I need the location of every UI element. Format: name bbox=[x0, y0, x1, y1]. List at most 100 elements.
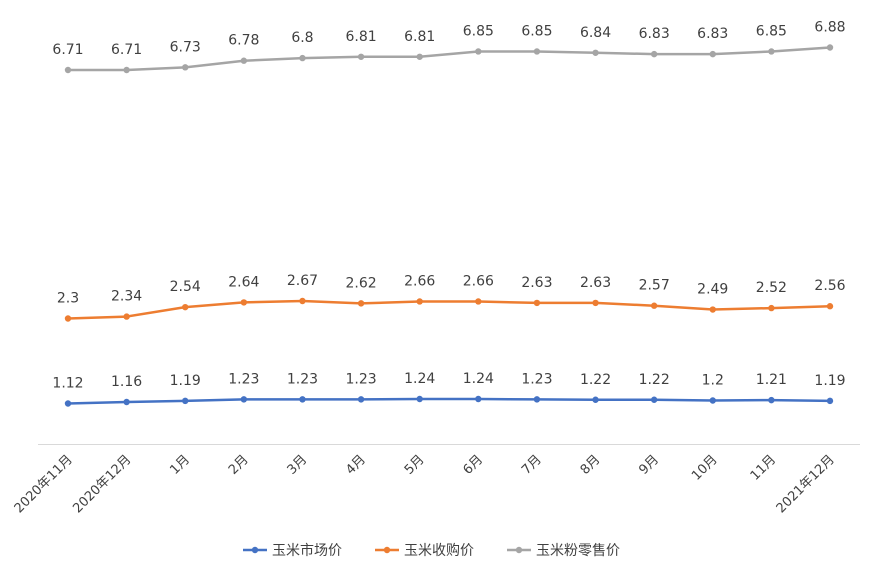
data-point[interactable] bbox=[826, 397, 834, 405]
data-point[interactable] bbox=[240, 57, 248, 64]
data-point[interactable] bbox=[650, 302, 658, 309]
series-line bbox=[66, 46, 832, 72]
x-tick-label: 7月 bbox=[519, 452, 545, 478]
x-tick-label: 2020年11月 bbox=[12, 452, 76, 516]
data-point[interactable] bbox=[533, 48, 541, 55]
data-label: 1.23 bbox=[521, 371, 552, 387]
data-point[interactable] bbox=[357, 53, 365, 60]
legend-marker bbox=[251, 546, 259, 554]
x-tick-label: 5月 bbox=[402, 452, 428, 478]
legend-item[interactable]: 玉米粉零售价 bbox=[507, 543, 620, 559]
data-label: 1.23 bbox=[345, 371, 376, 387]
x-tick-label: 3月 bbox=[285, 452, 311, 478]
data-point[interactable] bbox=[592, 299, 599, 307]
data-point[interactable] bbox=[592, 396, 599, 403]
data-label: 6.81 bbox=[345, 29, 376, 45]
data-label: 1.24 bbox=[404, 371, 435, 387]
data-point[interactable] bbox=[123, 313, 130, 320]
data-point[interactable] bbox=[64, 400, 72, 407]
data-label: 2.66 bbox=[463, 273, 494, 289]
legend-label: 玉米收购价 bbox=[404, 543, 474, 559]
data-label: 6.78 bbox=[228, 33, 259, 49]
data-label: 6.8 bbox=[291, 30, 313, 46]
data-label: 2.57 bbox=[639, 278, 670, 294]
data-point[interactable] bbox=[475, 298, 482, 305]
data-point[interactable] bbox=[709, 306, 716, 313]
data-point[interactable] bbox=[826, 44, 834, 51]
data-point[interactable] bbox=[299, 54, 306, 62]
data-point[interactable] bbox=[240, 396, 248, 403]
data-point[interactable] bbox=[182, 397, 189, 405]
data-label: 6.81 bbox=[404, 29, 435, 45]
series-layer bbox=[64, 44, 834, 407]
data-point[interactable] bbox=[182, 64, 189, 71]
data-point[interactable] bbox=[533, 396, 541, 403]
data-point[interactable] bbox=[768, 48, 775, 55]
data-label: 2.3 bbox=[57, 291, 79, 307]
data-label: 1.21 bbox=[756, 372, 787, 388]
data-point[interactable] bbox=[357, 300, 365, 307]
data-label: 6.84 bbox=[580, 25, 611, 41]
data-label: 1.2 bbox=[702, 373, 724, 389]
data-point[interactable] bbox=[240, 299, 248, 306]
data-point[interactable] bbox=[416, 53, 423, 60]
data-label: 2.63 bbox=[580, 275, 611, 291]
data-point[interactable] bbox=[475, 48, 482, 55]
legend[interactable]: 玉米市场价 玉米收购价 玉米粉零售价 bbox=[243, 542, 620, 559]
data-point[interactable] bbox=[475, 395, 482, 403]
data-label: 6.71 bbox=[111, 42, 142, 58]
x-tick-label: 2021年12月 bbox=[774, 452, 838, 516]
data-label: 1.19 bbox=[170, 373, 201, 389]
data-label: 6.85 bbox=[521, 23, 552, 39]
data-label: 2.62 bbox=[345, 275, 376, 291]
data-point[interactable] bbox=[768, 396, 775, 404]
data-point[interactable] bbox=[299, 396, 306, 403]
data-point[interactable] bbox=[650, 396, 658, 403]
x-tick-label: 9月 bbox=[636, 452, 662, 478]
data-point[interactable] bbox=[709, 50, 716, 58]
data-label: 2.34 bbox=[111, 289, 142, 305]
data-point[interactable] bbox=[123, 66, 130, 74]
legend-marker bbox=[383, 546, 391, 554]
data-point[interactable] bbox=[709, 397, 716, 404]
data-point[interactable] bbox=[533, 299, 541, 307]
x-tick-label: 6月 bbox=[460, 452, 486, 478]
data-label: 1.22 bbox=[639, 372, 670, 388]
data-label: 2.66 bbox=[404, 273, 435, 289]
data-label: 6.71 bbox=[52, 42, 83, 58]
data-point[interactable] bbox=[357, 396, 365, 403]
legend-item[interactable]: 玉米市场价 bbox=[243, 542, 342, 559]
series-3 bbox=[64, 44, 834, 74]
data-label: 2.63 bbox=[521, 275, 552, 291]
data-label: 2.67 bbox=[287, 273, 318, 289]
data-label: 1.23 bbox=[228, 371, 259, 387]
data-point[interactable] bbox=[826, 303, 834, 310]
data-point[interactable] bbox=[768, 304, 775, 312]
data-point[interactable] bbox=[299, 297, 306, 305]
data-point[interactable] bbox=[182, 303, 189, 311]
data-label: 6.73 bbox=[170, 39, 201, 55]
data-label: 1.16 bbox=[111, 374, 142, 390]
data-point[interactable] bbox=[592, 49, 599, 56]
data-point[interactable] bbox=[64, 315, 72, 322]
legend-label: 玉米粉零售价 bbox=[536, 543, 620, 559]
data-point[interactable] bbox=[650, 50, 658, 58]
x-tick-label: 10月 bbox=[689, 452, 720, 483]
data-label: 1.22 bbox=[580, 372, 611, 388]
data-label: 1.19 bbox=[814, 373, 845, 389]
data-label: 1.23 bbox=[287, 371, 318, 387]
series-line bbox=[66, 299, 832, 320]
data-labels: 1.12 1.16 1.19 1.23 1.23 1.23 1.24 1.24 1.23 1.22… bbox=[52, 20, 845, 392]
legend-item[interactable]: 玉米收购价 bbox=[375, 543, 474, 559]
data-point[interactable] bbox=[416, 298, 423, 305]
data-label: 6.83 bbox=[697, 26, 728, 42]
data-point[interactable] bbox=[123, 398, 130, 406]
data-label: 2.52 bbox=[756, 280, 787, 296]
legend-marker bbox=[515, 546, 523, 554]
data-point[interactable] bbox=[416, 395, 423, 403]
series-1 bbox=[64, 395, 834, 407]
data-label: 2.64 bbox=[228, 274, 259, 290]
data-point[interactable] bbox=[64, 66, 72, 74]
